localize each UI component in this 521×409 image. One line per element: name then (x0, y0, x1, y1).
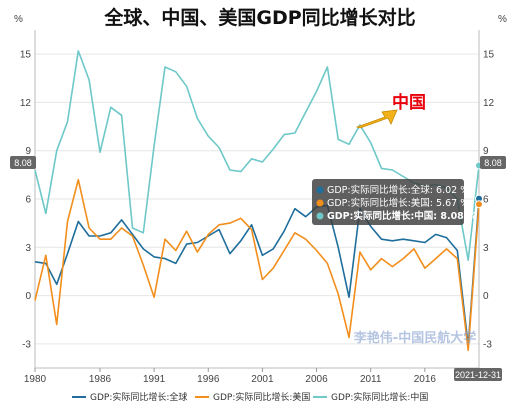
series-line-2 (34, 50, 480, 261)
y-tick-left: 0 (25, 291, 31, 302)
legend-label-0: GDP:实际同比增长:全球 (90, 391, 187, 403)
y-tick-left: 15 (20, 50, 32, 61)
chart-title: 全球、中国、美国GDP同比增长对比 (103, 6, 415, 29)
watermark: 李艳伟-中国民航大学 (353, 330, 476, 346)
series-line-0 (34, 198, 480, 347)
x-tick-label: 2001 (251, 374, 274, 385)
svg-text:2021-12-31: 2021-12-31 (455, 370, 501, 380)
x-tick-label: 1996 (197, 374, 220, 385)
annotation-arrow-icon (355, 109, 398, 129)
x-tick-label: 1991 (143, 374, 166, 385)
y-tick-right: 9 (483, 146, 489, 157)
tooltip-china: GDP:实际同比增长:中国: 8.08 % (327, 210, 477, 222)
tooltip-usa: GDP:实际同比增长:美国: 5.67 % (327, 197, 469, 209)
legend: GDP:实际同比增长:全球 GDP:实际同比增长:美国 GDP:实际同比增长:中国 (72, 391, 428, 403)
date-badge: 2021-12-31 (454, 368, 502, 381)
svg-text:8.08: 8.08 (484, 158, 502, 168)
svg-text:8.08: 8.08 (14, 158, 32, 168)
y-tick-right: 0 (483, 291, 489, 302)
y-unit-right: % (498, 14, 507, 25)
tooltip-global: GDP:实际同比增长:全球: 6.02 % (327, 184, 469, 196)
tooltip-dot-china (316, 212, 324, 220)
y-tick-right: 3 (483, 243, 489, 254)
y-tick-right: 12 (483, 98, 495, 109)
x-tick-label: 1986 (89, 374, 112, 385)
y-tick-right: 15 (483, 50, 495, 61)
y-tick-left: 12 (20, 98, 32, 109)
y-tick-right: 6 (483, 195, 489, 206)
y-unit-left: % (14, 14, 23, 25)
legend-label-1: GDP:实际同比增长:美国 (213, 391, 310, 403)
y-tick-left: 3 (25, 243, 31, 254)
legend-label-2: GDP:实际同比增长:中国 (331, 391, 428, 403)
x-tick-label: 2006 (305, 374, 328, 385)
series-end-point-1 (475, 200, 483, 209)
x-tick-label: 2011 (360, 374, 382, 385)
y-tick-left: -3 (22, 339, 31, 350)
y-tick-left: 6 (25, 195, 31, 206)
tooltip-dot-usa (316, 199, 324, 207)
right-value-badge: 8.08 (480, 156, 506, 169)
x-tick-label: 2016 (414, 374, 437, 385)
series-line-1 (34, 178, 480, 352)
y-tick-left: 9 (25, 146, 31, 157)
y-tick-right: -3 (483, 339, 492, 350)
left-value-badge: 8.08 (10, 156, 36, 169)
tooltip: GDP:实际同比增长:全球: 6.02 % GDP:实际同比增长:美国: 5.6… (312, 179, 477, 225)
x-tick-label: 1980 (24, 374, 47, 385)
tooltip-dot-global (316, 186, 324, 194)
china-annotation: 中国 (392, 92, 426, 113)
